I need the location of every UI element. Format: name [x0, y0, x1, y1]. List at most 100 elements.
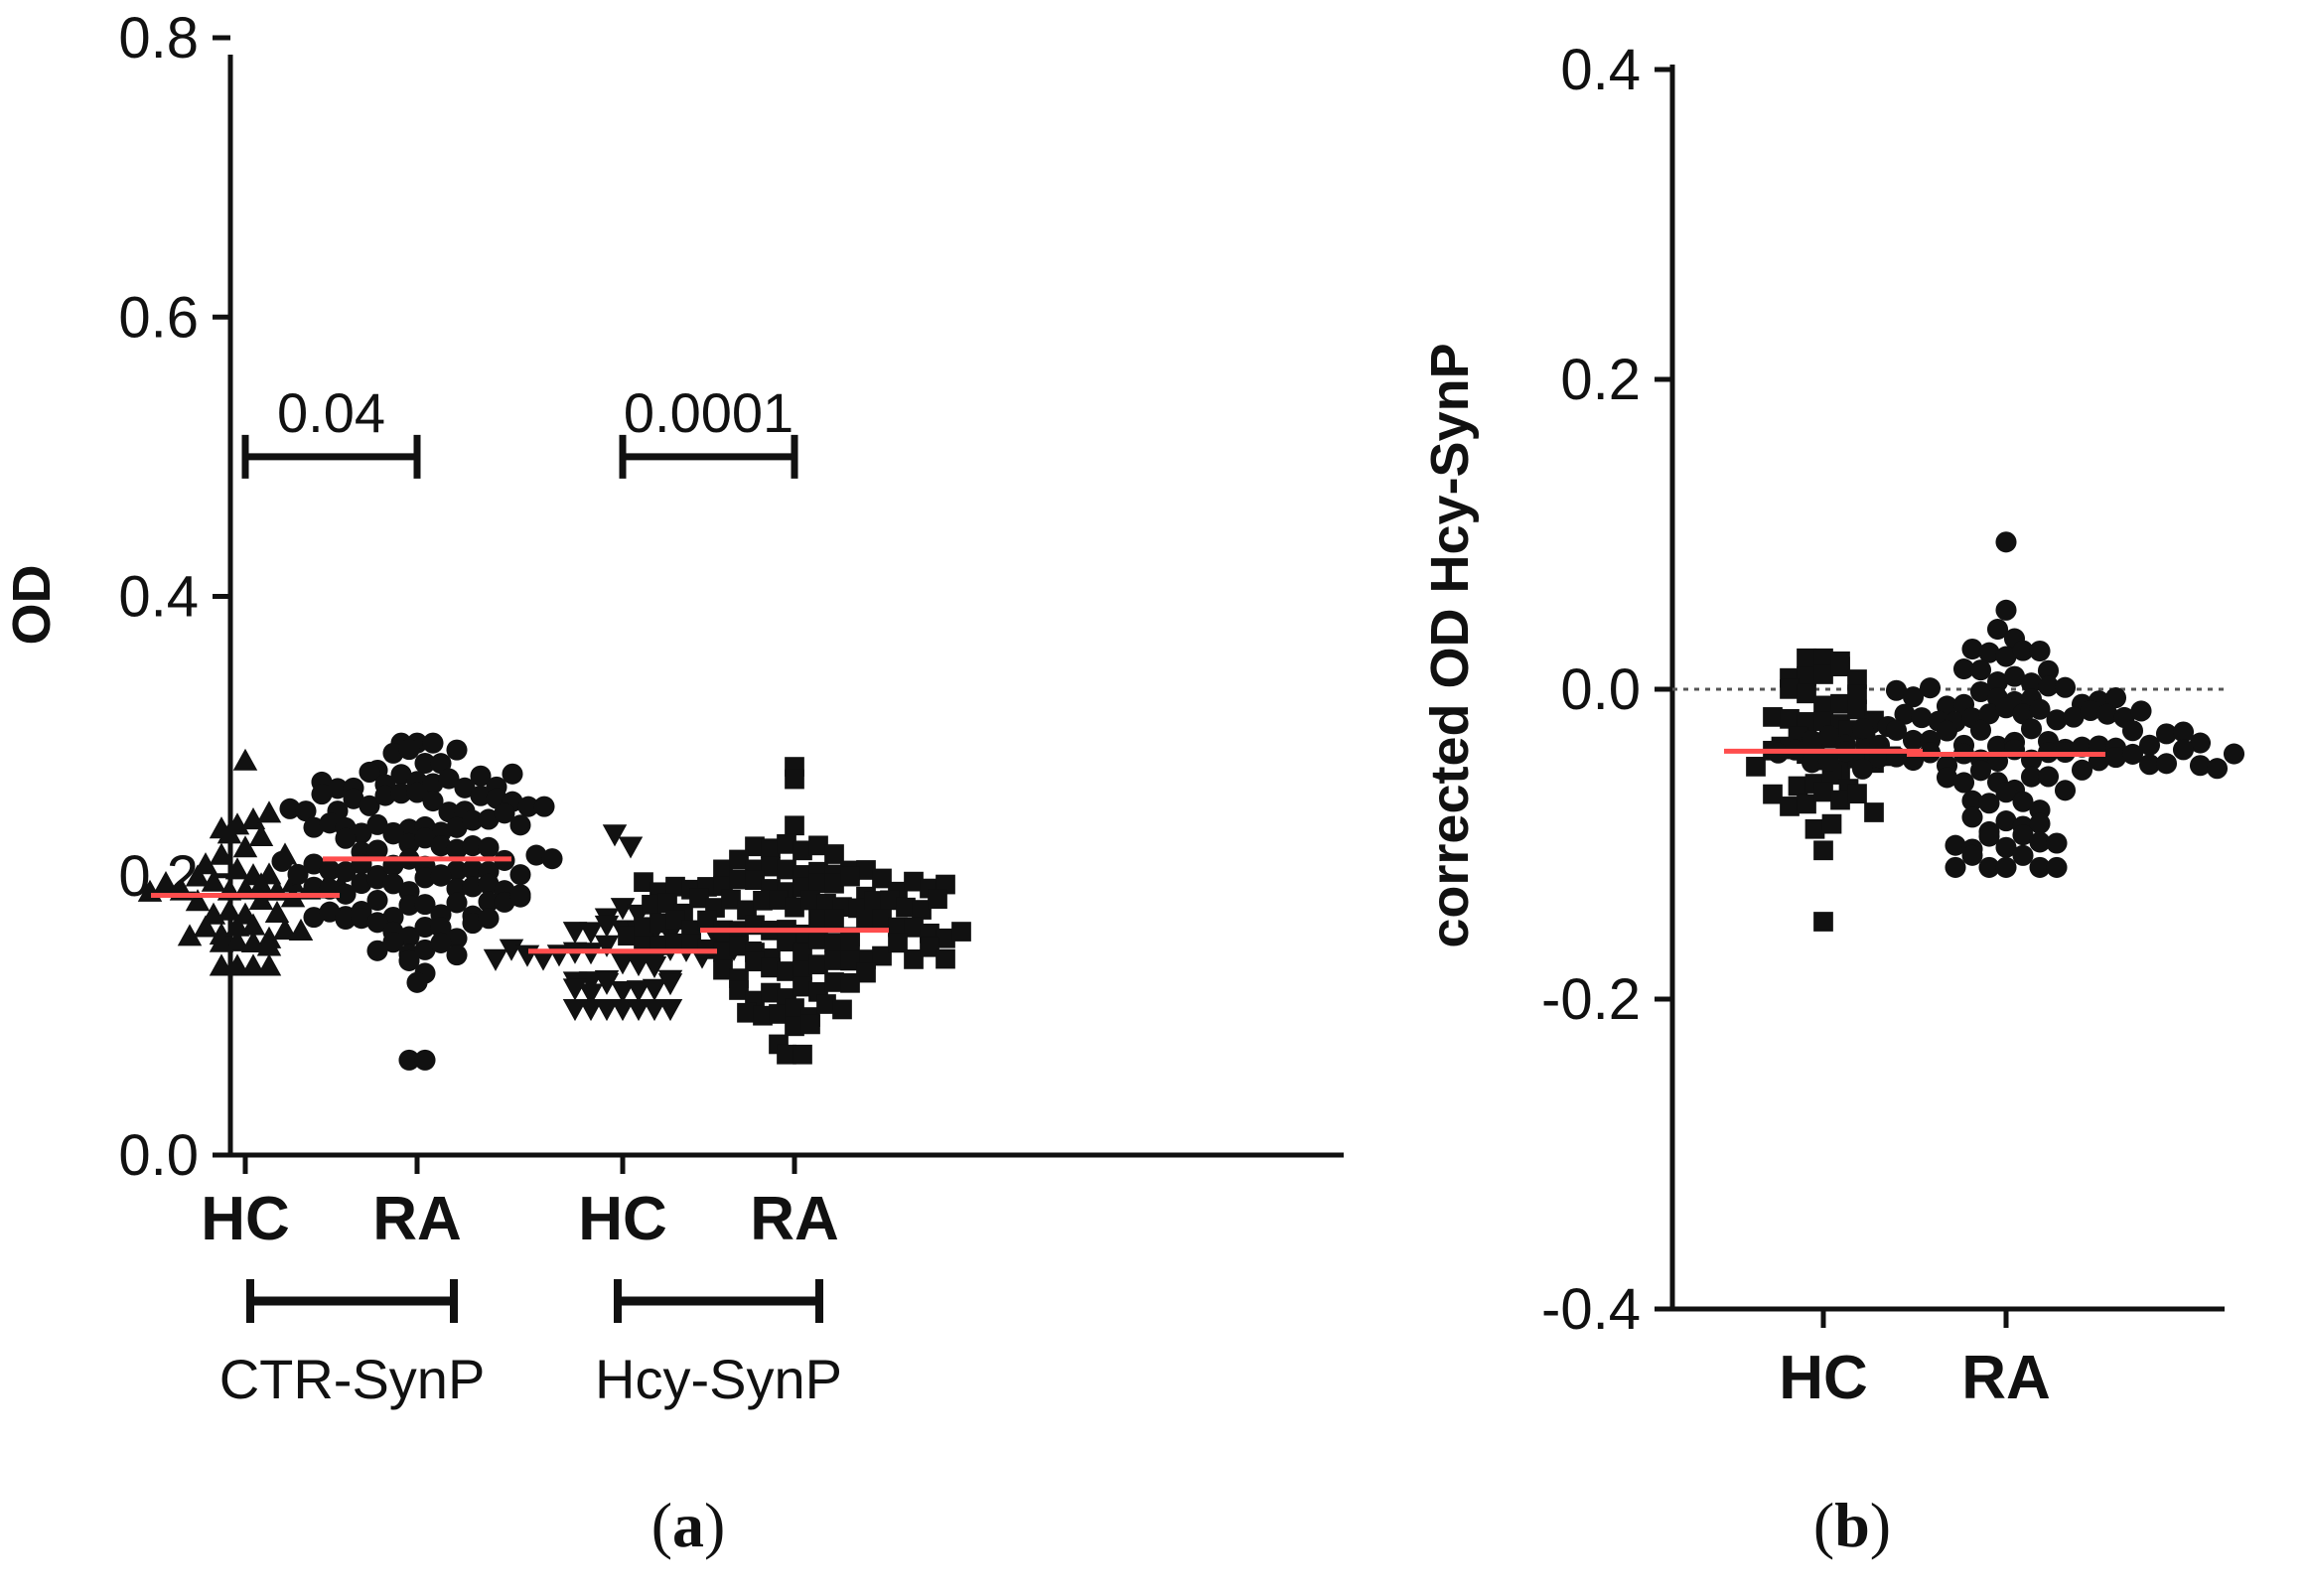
data-point-square [793, 960, 812, 980]
data-point-circle [2104, 747, 2127, 769]
data-point-circle [1961, 638, 1983, 660]
data-point-triangle-up [209, 930, 234, 952]
data-point-circle [1817, 750, 1840, 773]
data-point-circle [414, 752, 436, 775]
data-point-circle [374, 785, 396, 806]
data-point-square [681, 934, 701, 953]
data-point-circle [446, 892, 468, 914]
group-label: HC [201, 1185, 290, 1253]
data-point-square [896, 897, 916, 918]
data-point-circle [2037, 675, 2060, 697]
data-point-square [697, 910, 717, 931]
data-point-square [721, 889, 741, 910]
data-point-square [769, 890, 789, 910]
panel-b-group-labels: HC RA [1779, 1344, 2051, 1412]
data-point-circle [1894, 703, 1916, 725]
data-point-circle [478, 808, 500, 830]
data-point-square [1821, 813, 1842, 834]
data-point-triangle-up [232, 748, 258, 771]
data-point-circle [509, 864, 531, 886]
data-point-circle [406, 971, 428, 993]
data-point-circle [279, 798, 301, 819]
panel-a-points [137, 732, 971, 1071]
data-point-square [793, 1044, 812, 1065]
data-point-circle [2029, 812, 2051, 834]
data-point-circle [1851, 718, 1874, 740]
data-point-square [634, 872, 653, 893]
data-point-triangle-up [224, 929, 250, 951]
data-point-triangle-down [578, 983, 604, 1006]
data-point-circle [541, 848, 563, 870]
data-point-circle [414, 827, 436, 849]
data-point-square [816, 894, 836, 914]
data-point-square [1830, 790, 1850, 810]
data-point-square [1813, 695, 1833, 716]
data-point-square [816, 994, 836, 1014]
data-point-circle [2063, 706, 2085, 728]
data-point-square [888, 933, 908, 953]
data-point-circle [382, 742, 404, 764]
data-point-circle [1978, 793, 2000, 814]
data-point-square [824, 933, 844, 953]
data-point-square [793, 943, 812, 963]
data-point-square [634, 917, 653, 938]
data-point-square [737, 1002, 757, 1023]
data-point-circle [366, 889, 388, 912]
data-point-circle [1902, 686, 1925, 708]
data-point-square [642, 894, 661, 915]
data-point-square [745, 951, 765, 972]
panel-b-x-ticks [1820, 1309, 2009, 1328]
panel-b-y-axis-label: corrected OD Hcy-SynP [1420, 343, 1480, 947]
data-point-circle [509, 814, 531, 836]
data-point-square [1847, 684, 1867, 705]
data-point-square [657, 893, 677, 914]
data-point-circle [295, 800, 317, 822]
data-point-triangle-down [499, 939, 524, 961]
data-point-triangle-down [562, 998, 588, 1022]
data-point-triangle-up [240, 807, 266, 830]
data-point-circle [2012, 640, 2034, 661]
data-point-circle [2020, 766, 2043, 788]
data-point-circle [1995, 697, 2017, 719]
data-point-circle [1995, 782, 2017, 803]
data-point-triangle-up [224, 857, 250, 880]
data-point-square [1813, 840, 1833, 861]
data-point-square [761, 838, 781, 859]
data-point-circle [414, 894, 436, 916]
data-point-square [920, 937, 939, 957]
y-tick-label: 0.0 [118, 1123, 199, 1188]
data-point-square [936, 928, 955, 948]
data-point-circle [446, 860, 468, 882]
data-point-circle [1919, 677, 1942, 699]
data-point-circle [398, 949, 420, 971]
data-point-square [745, 836, 765, 857]
data-point-circle [303, 816, 325, 838]
data-point-square [1813, 664, 1833, 684]
data-point-circle [351, 908, 372, 930]
data-point-circle [470, 785, 492, 806]
data-point-square [840, 972, 860, 993]
data-point-square [888, 917, 908, 938]
data-point-circle [1978, 642, 2000, 663]
data-point-circle [414, 1049, 436, 1071]
data-point-triangle-down [610, 980, 636, 1004]
data-point-circle [398, 926, 420, 947]
y-tick-label: 0.8 [118, 6, 199, 71]
data-point-triangle-up [224, 953, 250, 976]
data-point-square [793, 840, 812, 861]
data-point-square [777, 833, 796, 854]
data-point-circle [462, 913, 484, 935]
y-tick-label: 0.0 [1560, 657, 1641, 722]
data-point-square [1797, 648, 1816, 668]
data-point-circle [366, 813, 388, 835]
data-point-square [761, 856, 781, 877]
data-point-circle [1995, 856, 2017, 878]
data-point-square [1763, 784, 1783, 804]
data-point-square [912, 900, 932, 920]
data-point-square [761, 982, 781, 1003]
data-point-circle [398, 818, 420, 840]
data-point-square [785, 1016, 804, 1037]
data-point-circle [462, 809, 484, 831]
panel-a-y-axis-label: OD [2, 565, 62, 646]
